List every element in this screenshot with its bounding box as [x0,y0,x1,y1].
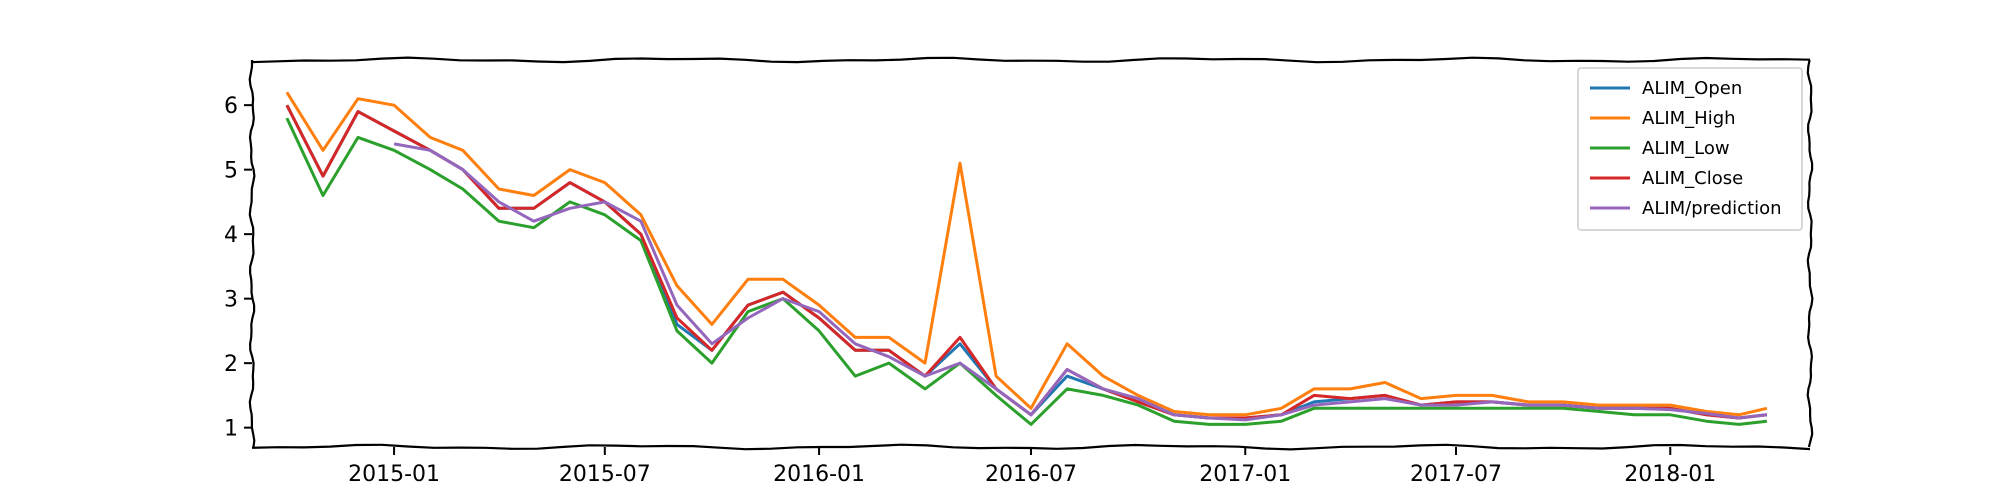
plot-border-top [251,56,1811,64]
x-tick-label: 2018-01 [1624,462,1716,487]
x-tick-label: 2017-07 [1410,462,1502,487]
legend-item: ALIM_Close [1590,168,1743,189]
y-tick-label: 3 [224,288,238,313]
legend-label: ALIM_Low [1642,138,1730,159]
y-tick-label: 2 [224,352,238,377]
x-axis: 2015-01 2015-07 2016-01 2016-07 2017-01 2017-… [348,447,1716,487]
legend-item: ALIM_High [1590,108,1736,129]
x-tick-label: 2016-07 [985,462,1077,487]
legend-label: ALIM/prediction [1642,198,1782,219]
series-alim-prediction [393,142,1768,422]
series-line [285,117,1768,426]
plot-border-left [248,60,256,448]
x-tick-label: 2015-01 [348,462,440,487]
series-line [285,104,1768,420]
x-tick-label: 2015-07 [559,462,651,487]
legend-label: ALIM_High [1642,108,1736,129]
y-axis: 1 2 3 4 5 6 [224,94,252,442]
y-tick-label: 5 [224,159,238,184]
series-line [285,91,1768,417]
x-tick-label: 2016-01 [773,462,865,487]
x-tick-label: 2017-01 [1199,462,1291,487]
plot-border-right [1806,59,1814,448]
legend-label: ALIM_Close [1642,168,1743,189]
series-layer [285,91,1768,426]
y-tick-label: 1 [224,417,238,442]
series-line [393,142,1768,422]
legend-label: ALIM_Open [1642,78,1742,99]
legend-box [1577,67,1803,231]
legend-item: ALIM_Open [1590,78,1742,99]
series-line [285,104,1768,420]
series-alim-close [285,104,1768,420]
y-tick-label: 6 [224,94,238,119]
y-tick-label: 4 [224,223,238,248]
legend-item: ALIM_Low [1590,138,1730,159]
series-alim-high [285,91,1768,417]
legend: ALIM_Open ALIM_High ALIM_Low ALIM_Close ALIM… [1577,67,1803,231]
legend-item: ALIM/prediction [1590,198,1782,219]
series-alim-open [285,104,1768,420]
series-alim-low [285,117,1768,426]
